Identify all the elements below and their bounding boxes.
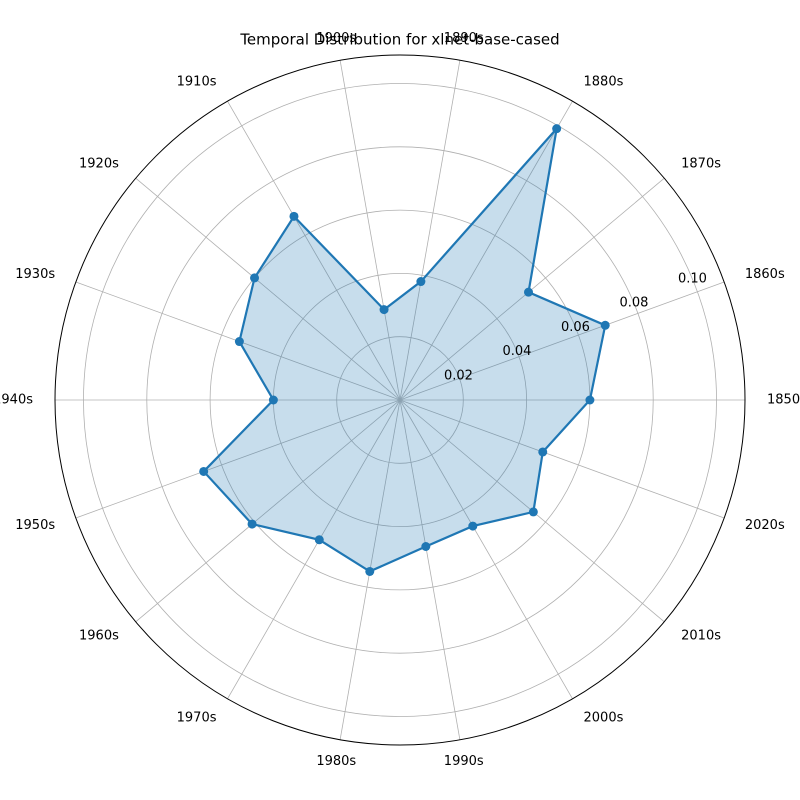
point [552,124,562,134]
angle-label: 1900s [316,31,356,46]
angle-label: 1890s [444,31,484,46]
spoke [339,60,401,401]
point [234,337,244,347]
spoke [399,101,573,401]
spoke [399,399,461,740]
spoke [399,399,573,699]
angle-label: 2010s [681,628,721,643]
point [416,277,426,287]
angle-label: 1960s [79,628,119,643]
angle-label: 2000s [584,710,624,725]
point [538,447,548,457]
point [524,287,534,297]
point [528,507,538,517]
outer-frame [54,54,746,746]
angle-label: 1910s [177,75,217,90]
point [250,273,260,283]
r-tick-label: 0.08 [619,296,648,311]
point [365,566,375,576]
point [468,521,478,531]
angle-label: 1880s [584,75,624,90]
angle-label: 1940s [0,393,33,408]
point [247,519,257,529]
area [203,128,606,572]
angle-label: 2020s [745,518,785,533]
spoke [135,399,401,623]
spoke [399,281,725,401]
point [379,305,389,315]
angle-label: 1990s [444,754,484,769]
spoke [227,399,401,699]
point [585,395,595,405]
chart-title: Temporal Distribution for xlnet-base-cas… [239,31,559,49]
r-tick-label: 0.04 [502,344,531,359]
angle-label: 1950s [15,518,55,533]
r-tick-label: 0.06 [561,320,590,335]
point [421,542,431,552]
angle-label: 1930s [15,267,55,282]
point [600,320,610,330]
point [199,466,209,476]
spoke [399,399,725,519]
angle-label: 1970s [177,710,217,725]
spoke [227,101,401,401]
r-tick-label: 0.02 [444,368,473,383]
spoke [399,60,461,401]
angle-label: 1860s [745,267,785,282]
spoke [399,177,665,401]
angle-label: 1850s [767,393,800,408]
spoke [135,177,401,401]
angle-label: 1980s [316,754,356,769]
point [314,535,324,545]
spoke [75,399,401,519]
point [268,395,278,405]
point [289,211,299,221]
r-tick-label: 0.10 [678,271,707,286]
angle-label: 1920s [79,157,119,172]
angle-label: 1870s [681,157,721,172]
